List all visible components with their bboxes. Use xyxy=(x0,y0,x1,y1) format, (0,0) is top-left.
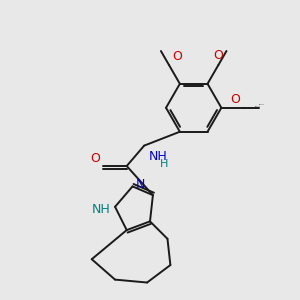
Text: O: O xyxy=(214,49,224,62)
Text: H: H xyxy=(160,159,169,169)
Text: methoxy: methoxy xyxy=(255,106,261,107)
Text: methoxy: methoxy xyxy=(259,103,266,105)
Text: O: O xyxy=(172,50,182,63)
Text: O: O xyxy=(230,93,240,106)
Text: N: N xyxy=(135,178,145,191)
Text: O: O xyxy=(91,152,100,165)
Text: NH: NH xyxy=(92,203,111,216)
Text: NH: NH xyxy=(148,150,167,163)
